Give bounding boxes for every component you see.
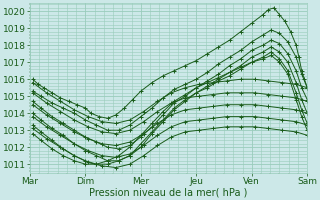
X-axis label: Pression niveau de la mer( hPa ): Pression niveau de la mer( hPa ): [89, 187, 248, 197]
